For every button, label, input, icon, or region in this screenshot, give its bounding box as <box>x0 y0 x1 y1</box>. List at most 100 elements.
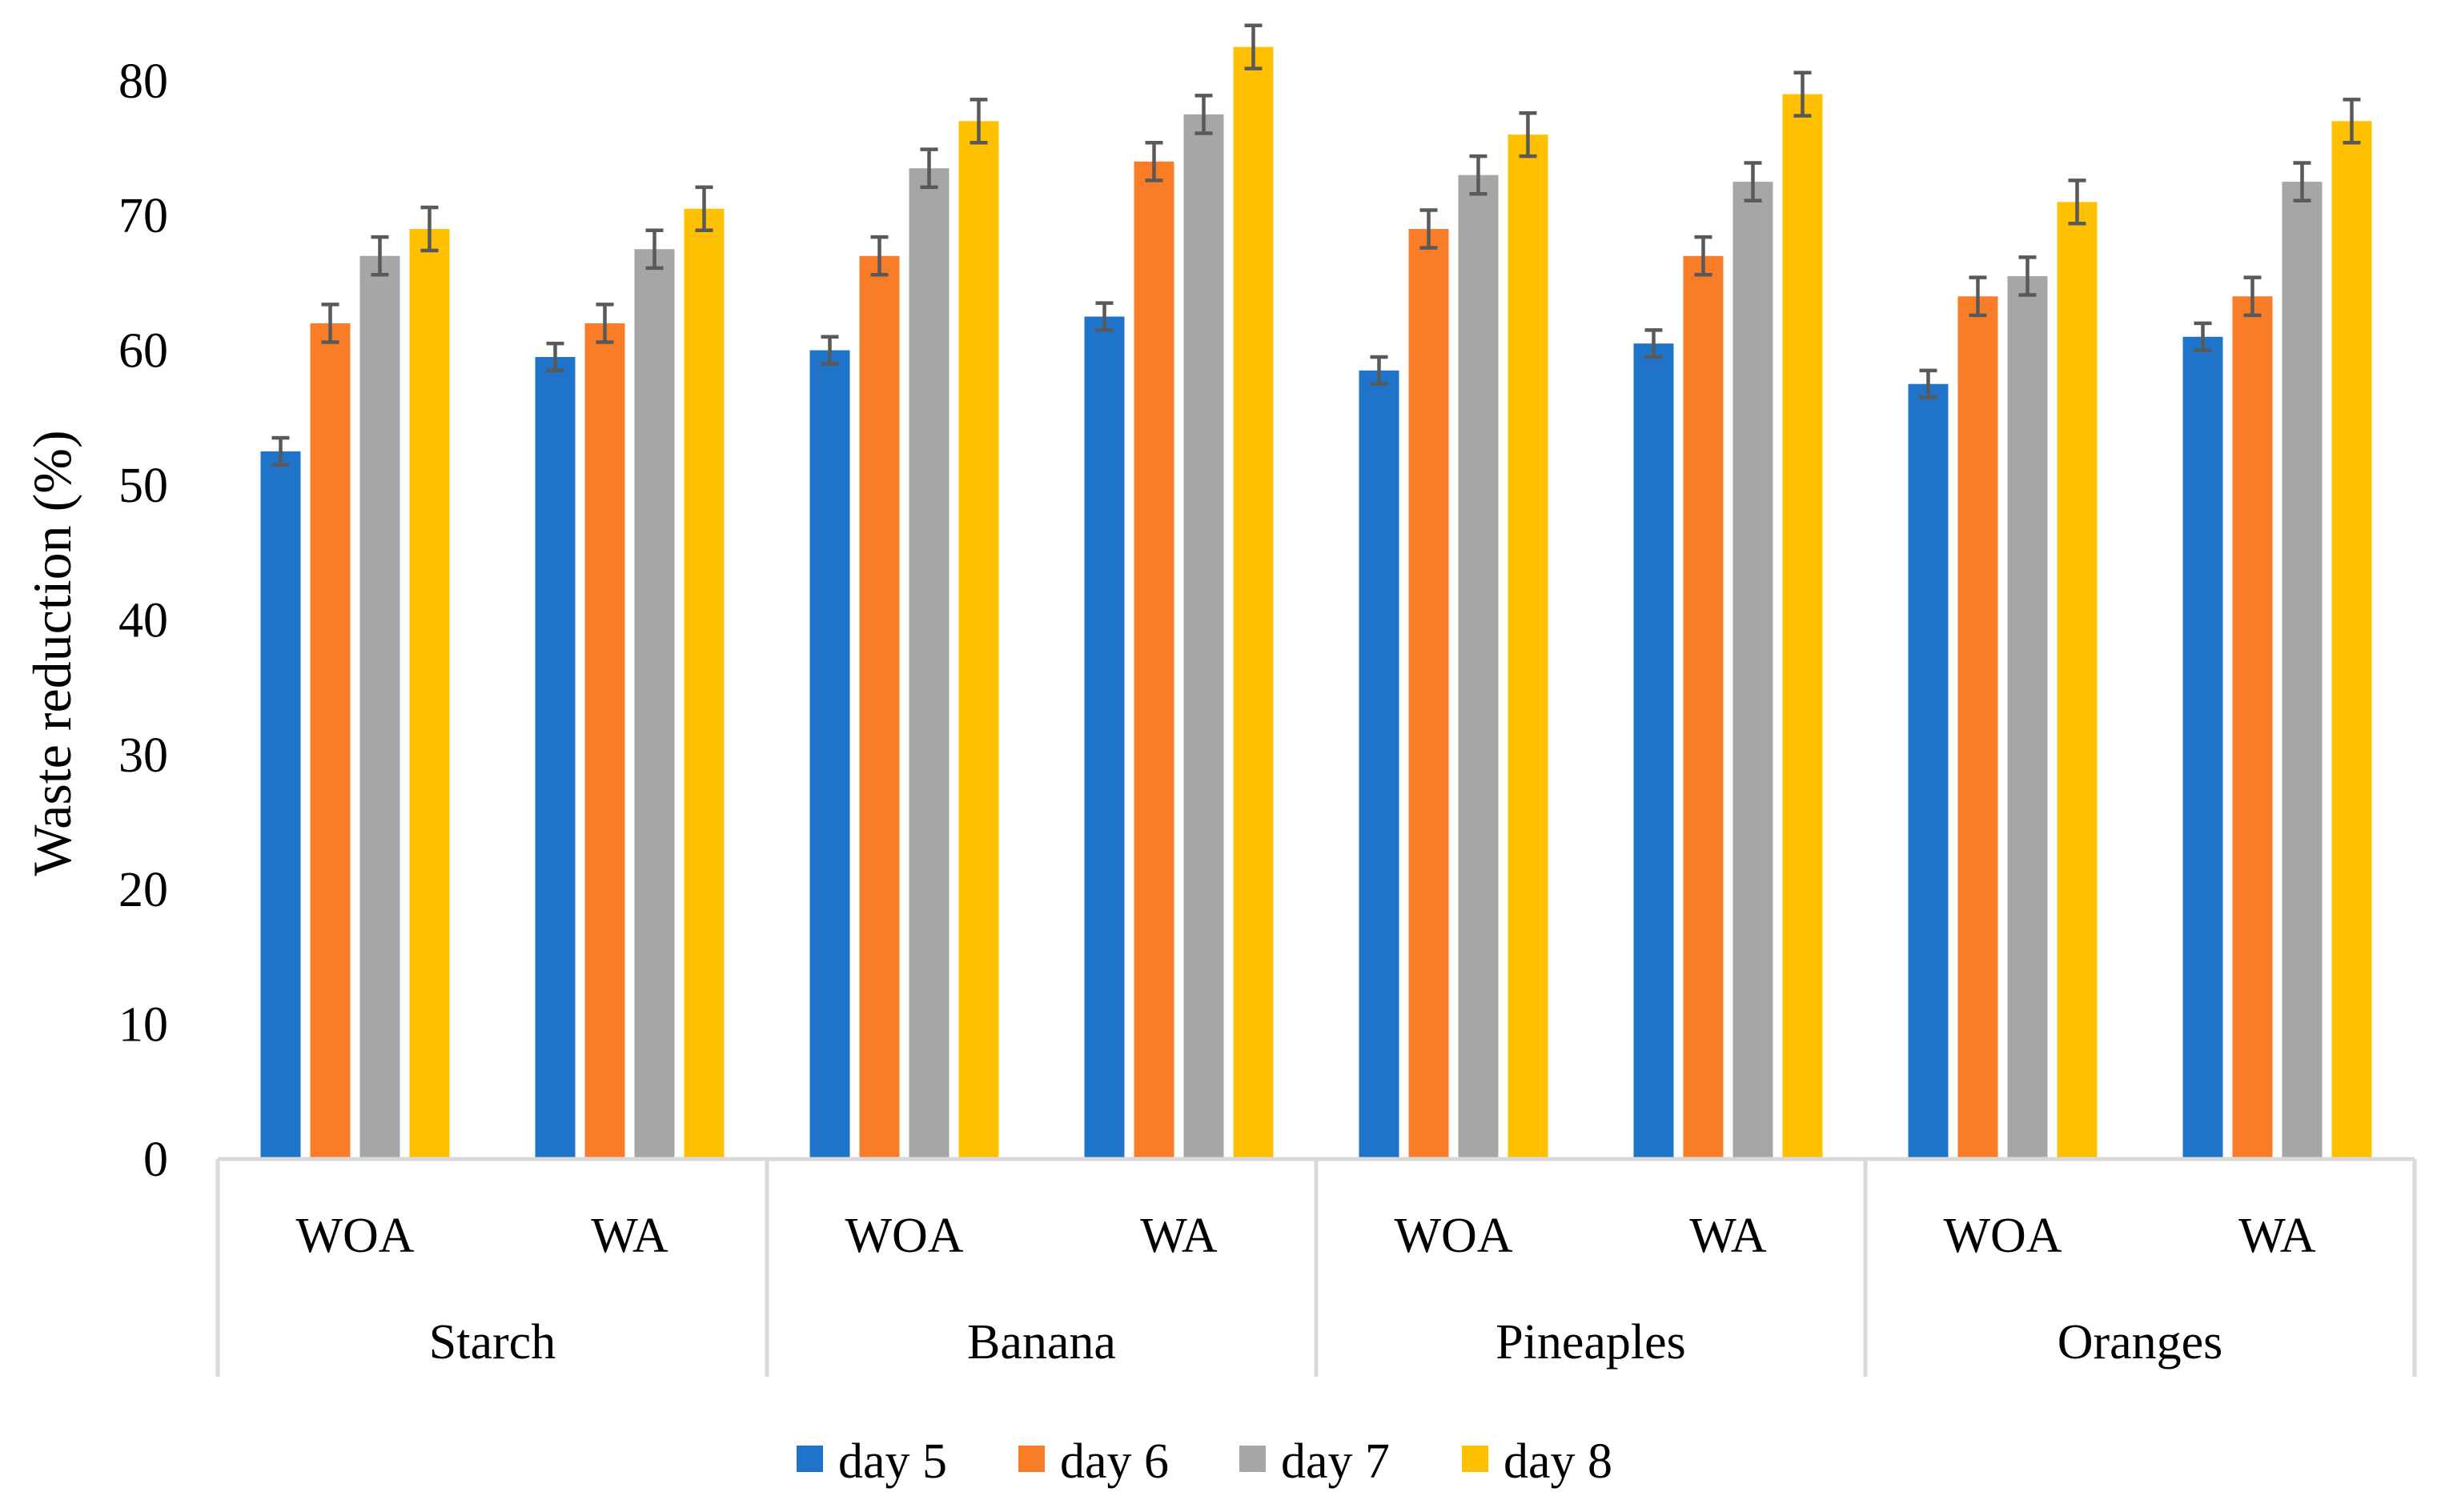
x-group-label: Banana <box>967 1315 1116 1370</box>
x-subcategory-label: WA <box>1140 1209 1218 1263</box>
error-bar <box>1969 275 1987 318</box>
error-bar <box>371 235 389 277</box>
bar <box>359 255 400 1160</box>
bar <box>1683 255 1724 1160</box>
error-bar <box>596 303 614 344</box>
error-bar <box>695 185 713 232</box>
legend-label: day 5 <box>838 1434 947 1489</box>
error-bar <box>1919 368 1937 399</box>
error-bars <box>271 23 2361 467</box>
y-tick-label: 0 <box>143 1133 168 1187</box>
x-subcategory-label: WOA <box>845 1209 963 1263</box>
legend-label: day 7 <box>1281 1434 1390 1489</box>
x-subcategory-label: WA <box>1689 1209 1767 1263</box>
error-bar <box>2018 255 2037 297</box>
legend-label: day 8 <box>1504 1434 1612 1489</box>
bar <box>1458 174 1499 1160</box>
error-bar <box>821 335 839 366</box>
x-group-label: Starch <box>429 1315 556 1370</box>
bar <box>1408 229 1449 1159</box>
error-bar <box>1095 301 1114 332</box>
bar <box>2057 202 2098 1160</box>
bar <box>1782 94 1823 1159</box>
bar <box>2232 296 2273 1159</box>
bar <box>958 121 999 1159</box>
bar <box>310 323 351 1159</box>
y-tick-label: 10 <box>118 998 168 1053</box>
error-bar <box>2194 321 2212 352</box>
x-subcategory-label: WOA <box>1943 1209 2062 1263</box>
legend-item: day 5 <box>797 1434 947 1489</box>
y-tick-label: 70 <box>118 189 168 243</box>
bar <box>2331 121 2372 1159</box>
bar <box>1908 383 1949 1159</box>
bar <box>1957 296 1998 1159</box>
error-bar <box>1419 208 1438 250</box>
bar <box>260 451 301 1159</box>
x-subcategory-label: WOA <box>295 1209 414 1263</box>
error-bar <box>1793 70 1812 118</box>
bar <box>1508 134 1548 1159</box>
error-bar <box>2343 98 2361 145</box>
bar <box>909 168 950 1159</box>
error-bar <box>420 205 439 253</box>
legend: day 5 day 6 day 7 day 8 <box>797 1434 1612 1489</box>
x-subcategory-label: WA <box>2238 1209 2316 1263</box>
bar <box>2282 182 2323 1160</box>
legend-swatch <box>1462 1446 1488 1472</box>
y-tick-label: 20 <box>118 863 168 917</box>
y-tick-label: 40 <box>118 593 168 648</box>
bar <box>634 249 675 1159</box>
error-bar <box>321 303 339 344</box>
legend-item: day 7 <box>1239 1434 1390 1489</box>
error-bar <box>920 147 938 190</box>
y-tick-label: 60 <box>118 324 168 379</box>
bar <box>1134 161 1174 1160</box>
error-bar <box>546 341 564 373</box>
error-bar <box>1370 355 1388 386</box>
bar <box>1732 182 1773 1160</box>
y-tick-label: 30 <box>118 728 168 783</box>
error-bar <box>1519 110 1537 158</box>
error-bar <box>2293 161 2311 203</box>
error-bar <box>870 235 889 277</box>
legend-item: day 8 <box>1462 1434 1612 1489</box>
y-tick-label: 80 <box>118 54 168 109</box>
legend-swatch <box>797 1446 823 1472</box>
error-bar <box>970 98 988 145</box>
error-bar <box>645 228 664 271</box>
bar <box>535 357 576 1159</box>
x-subcategory-label: WA <box>591 1209 668 1263</box>
bar <box>2182 336 2223 1159</box>
legend-label: day 6 <box>1060 1434 1169 1489</box>
error-bar <box>271 435 290 467</box>
y-axis-title: Waste reduction (%) <box>22 430 82 876</box>
error-bar <box>1244 23 1263 70</box>
x-group-label: Oranges <box>2058 1315 2223 1370</box>
error-bar <box>1145 141 1163 182</box>
bars <box>260 46 2372 1160</box>
error-bar <box>1469 154 1487 196</box>
error-bar <box>1194 94 1213 135</box>
legend-swatch <box>1239 1446 1266 1472</box>
bar <box>409 229 450 1159</box>
bar <box>1183 114 1224 1159</box>
error-bar <box>2068 178 2086 226</box>
bar <box>1359 370 1399 1159</box>
legend-swatch <box>1018 1446 1045 1472</box>
bar <box>684 208 725 1159</box>
bar <box>809 350 850 1160</box>
y-axis: 0 10 20 30 40 50 60 70 80 <box>118 54 168 1187</box>
y-tick-label: 50 <box>118 459 168 513</box>
error-bar <box>2243 275 2262 318</box>
bar <box>1084 316 1125 1159</box>
bar <box>584 323 625 1159</box>
legend-item: day 6 <box>1018 1434 1169 1489</box>
x-group-label: Pineaples <box>1496 1315 1686 1370</box>
bar <box>1633 343 1674 1159</box>
error-bar <box>1744 161 1762 203</box>
bar <box>859 255 900 1160</box>
error-bar <box>1644 328 1663 359</box>
